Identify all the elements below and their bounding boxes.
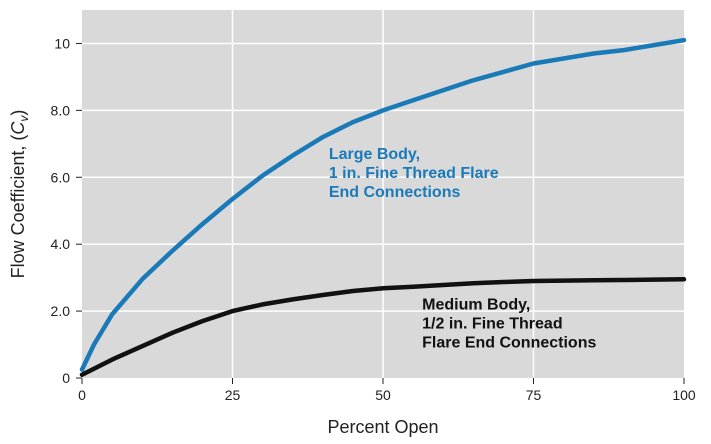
- y-axis-label-main: Flow Coefficient, (: [8, 135, 28, 279]
- x-axis-label: Percent Open: [327, 417, 438, 437]
- y-axis-label: Flow Coefficient, (Cv): [8, 110, 31, 279]
- annotation-line: Large Body,: [329, 146, 420, 163]
- series-lines: [79, 37, 687, 377]
- annotation-line: Flare End Connections: [422, 334, 596, 351]
- y-axis-label-close: ): [8, 110, 28, 116]
- x-tick-label: 0: [78, 387, 86, 403]
- annotation-1: Medium Body, 1/2 in. Fine Thread Flare End…: [422, 296, 596, 351]
- annotation-line: 1/2 in. Fine Thread: [422, 315, 562, 332]
- grid-lines: [82, 10, 684, 378]
- y-tick-label: 4.0: [51, 236, 71, 252]
- x-tick-label: 25: [225, 387, 241, 403]
- annotation-0: Large Body, 1 in. Fine Thread Flare End Co…: [329, 146, 499, 201]
- y-tick-label: 8.0: [51, 102, 71, 118]
- annotation-line: End Connections: [329, 184, 461, 201]
- y-axis-label-sub: v: [17, 115, 31, 122]
- y-tick-label: 10: [54, 35, 70, 51]
- series-line-0: [79, 37, 687, 372]
- annotations: Large Body, 1 in. Fine Thread Flare End Co…: [329, 146, 597, 352]
- annotation-line: 1 in. Fine Thread Flare: [329, 165, 499, 182]
- series-line-1: [79, 277, 687, 377]
- y-tick-label: 2.0: [51, 303, 71, 319]
- annotation-line: Medium Body,: [422, 296, 530, 313]
- y-tick-label: 6.0: [51, 169, 71, 185]
- y-tick-label: 0: [62, 370, 70, 386]
- x-tick-label: 50: [375, 387, 391, 403]
- x-tick-label: 75: [526, 387, 542, 403]
- x-tick-label: 100: [672, 387, 696, 403]
- x-axis-ticks: 0 25 50 75 100: [78, 378, 696, 403]
- y-axis-ticks: 0 2.0 4.0 6.0 8.0 10: [51, 35, 82, 386]
- y-axis-label-var: C: [8, 121, 28, 135]
